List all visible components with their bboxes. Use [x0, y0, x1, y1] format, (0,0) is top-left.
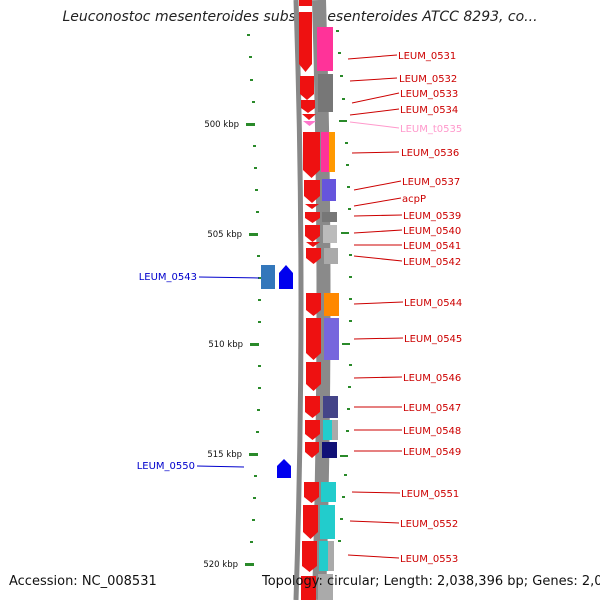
topology-text: Topology: circular; Length: 2,038,396 bp…	[262, 574, 600, 589]
gene-arrow	[306, 318, 321, 360]
gene-arrow	[302, 114, 316, 120]
gene-label[interactable]: LEUM_0545	[404, 334, 462, 345]
gene-arrow	[302, 541, 317, 572]
scale-ticks: 500 kbp 505 kbp 510 kbp 515 kbp 520 kbp	[203, 120, 259, 570]
gene-arrow	[305, 442, 319, 458]
left-tick-column	[247, 34, 261, 543]
gene-arrow	[300, 76, 314, 100]
gene-arrow	[305, 212, 320, 223]
scale-label-505: 505 kbp	[207, 230, 242, 240]
gene-arrow	[279, 265, 293, 289]
reverse-genes	[261, 265, 293, 478]
gene-arrow	[304, 180, 320, 203]
gene-label[interactable]: LEUM_0551	[401, 489, 459, 500]
gene-label[interactable]: LEUM_0553	[400, 554, 458, 565]
gene-label[interactable]: LEUM_0533	[400, 89, 458, 100]
accession-text: Accession: NC_008531	[9, 574, 157, 589]
forward-genes	[299, 0, 321, 600]
gene-label[interactable]: LEUM_0537	[402, 177, 460, 188]
gene-label[interactable]: LEUM_0542	[403, 257, 461, 268]
gene-label[interactable]: LEUM_0531	[398, 51, 456, 62]
gene-label[interactable]: LEUM_0546	[403, 373, 461, 384]
gene-label[interactable]: LEUM_0541	[403, 241, 461, 252]
gene-arrow	[306, 293, 321, 316]
gene-label[interactable]: LEUM_0539	[403, 211, 461, 222]
scale-label-510: 510 kbp	[208, 340, 243, 350]
gene-label[interactable]: LEUM_0543	[139, 272, 197, 283]
gene-label[interactable]: LEUM_0544	[404, 298, 462, 309]
gene-label[interactable]: acpP	[402, 194, 426, 205]
gene-label[interactable]: LEUM_0547	[403, 403, 461, 414]
gene-label[interactable]: LEUM_0534	[400, 105, 458, 116]
gene-arrow	[304, 482, 319, 503]
gene-arrow	[305, 420, 320, 440]
gene-label[interactable]: LEUM_0540	[403, 226, 461, 237]
gene-arrow	[306, 362, 321, 391]
gene-label[interactable]: LEUM_0552	[400, 519, 458, 530]
gene-label[interactable]: LEUM_t0535	[400, 124, 462, 135]
gene-arrow	[303, 505, 318, 539]
right-tick-column	[336, 30, 352, 542]
right-label-texts: LEUM_0531 LEUM_0532 LEUM_0533 LEUM_0534 …	[398, 51, 462, 565]
gene-arrow	[306, 242, 320, 247]
gene-label[interactable]: LEUM_0550	[137, 461, 195, 472]
gene-label[interactable]: LEUM_0532	[399, 74, 457, 85]
gene-arrow	[277, 459, 291, 478]
gene-arrow	[299, 12, 312, 72]
gene-label[interactable]: LEUM_0548	[403, 426, 461, 437]
gene-arrow	[305, 225, 320, 242]
cog-blocks	[317, 27, 339, 600]
scale-label-515: 515 kbp	[207, 450, 242, 460]
gene-block	[261, 265, 275, 289]
gene-label[interactable]: LEUM_0536	[401, 148, 459, 159]
gene-arrow	[303, 132, 320, 178]
gene-arrow	[301, 100, 315, 113]
gene-arrow	[305, 204, 319, 209]
genome-backbone	[293, 0, 304, 600]
left-labels: LEUM_0543 LEUM_0550	[137, 272, 260, 472]
right-labels	[347, 54, 404, 559]
gene-arrow	[306, 248, 321, 264]
trna-arrow	[303, 121, 316, 126]
scale-label-520: 520 kbp	[203, 560, 238, 570]
gene-label[interactable]: LEUM_0549	[403, 447, 461, 458]
scale-label-500: 500 kbp	[204, 120, 239, 130]
gene-arrow	[305, 396, 320, 418]
